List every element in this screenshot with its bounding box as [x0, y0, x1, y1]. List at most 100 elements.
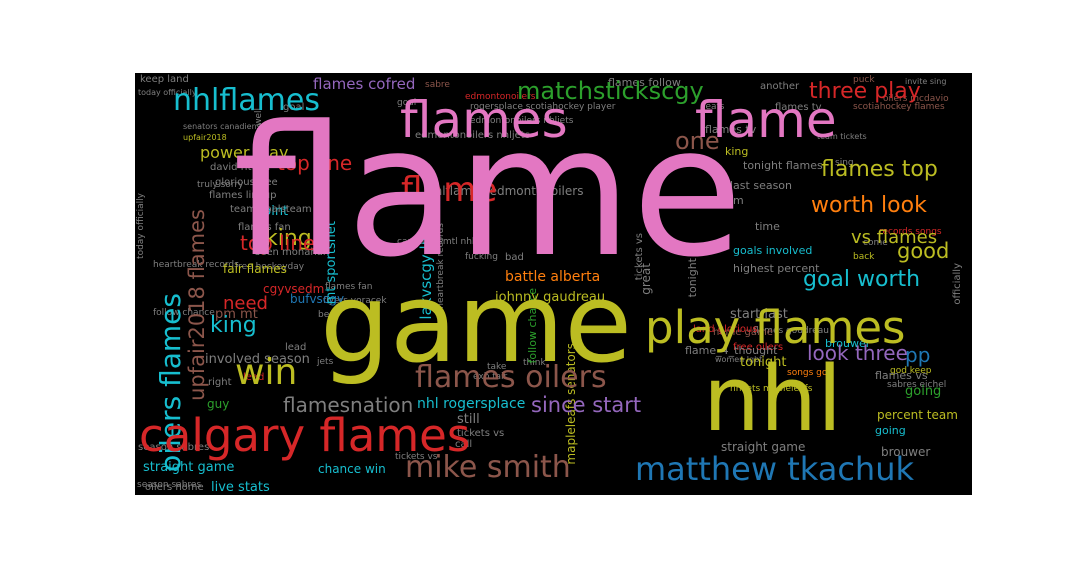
word: flamesnation — [283, 393, 414, 417]
word: calgary flames — [139, 409, 471, 462]
word: pm mt — [215, 307, 258, 322]
word: god keep — [890, 366, 932, 376]
word: senators canadiensmtl — [183, 122, 274, 131]
word: take — [487, 362, 507, 372]
word: pp — [905, 343, 931, 367]
word: im — [730, 194, 744, 207]
word: oilers mcdavio — [883, 94, 949, 104]
word: edmontonoilers — [465, 92, 536, 102]
word: lead — [285, 342, 307, 353]
word: heartbreak records — [153, 260, 239, 270]
word: straight game — [143, 460, 235, 475]
word: goal — [283, 102, 305, 113]
word: sabres eichel — [887, 380, 947, 390]
word: three play — [809, 79, 921, 104]
word: truly sorry — [197, 180, 244, 190]
word: sabre — [425, 80, 450, 90]
word: scotiahockey flames — [853, 102, 945, 112]
word: home game — [713, 327, 773, 338]
word: flames fan — [238, 222, 291, 233]
word: flames follow — [608, 76, 681, 89]
word: call — [455, 439, 473, 450]
word: leafs — [703, 102, 725, 112]
word: another — [760, 81, 800, 92]
word: bad — [505, 252, 524, 263]
word: nhlflames — [173, 83, 320, 118]
word: flame — [233, 88, 743, 297]
word: follow chance — [153, 308, 215, 318]
word: vs flames — [851, 227, 938, 248]
word: team goalsteam — [230, 204, 312, 215]
word: flames tv — [705, 123, 757, 136]
word: upfair2018 flames — [185, 209, 209, 401]
word: game — [320, 259, 633, 387]
word: point — [255, 204, 289, 219]
word: matchstickscgy — [517, 77, 704, 105]
word: team tickets — [817, 132, 867, 141]
word: flame — [401, 170, 498, 210]
word: johnny gaudreau — [495, 290, 606, 305]
word: tickets vs — [395, 452, 438, 462]
word: tonight — [740, 355, 787, 370]
word: battle alberta — [505, 269, 601, 285]
word: flyers voracek — [323, 296, 387, 306]
word: look three — [807, 341, 908, 365]
word: live stats — [211, 480, 270, 495]
word: flames tv — [775, 102, 822, 113]
word: canadiensmtl nhl — [397, 237, 475, 247]
word: edmontonoilers nhljets — [470, 116, 574, 126]
word: king — [265, 226, 312, 251]
word: back — [853, 252, 875, 262]
word: tickets vs — [457, 428, 505, 439]
word: need — [223, 293, 268, 314]
word: goals involved — [733, 244, 813, 257]
word: win — [235, 352, 298, 393]
word: goal — [397, 98, 417, 108]
word: right — [208, 377, 232, 388]
word: chance win — [318, 462, 386, 476]
word: today officially — [138, 88, 197, 97]
word: flames cofred — [313, 75, 416, 93]
word: flames lineup — [209, 190, 277, 201]
word: nhlflames edmontonoilers — [427, 184, 584, 198]
word: flames fan — [325, 282, 373, 292]
word: tonight flames — [743, 159, 823, 172]
word: flame_4_thought — [685, 344, 778, 357]
word: edmontonoilers nhljets — [415, 130, 530, 141]
word: play flames — [645, 301, 906, 354]
word: land glorious — [693, 324, 758, 335]
word: david rittich — [210, 162, 271, 173]
word: brouwer — [825, 337, 871, 350]
word: free oilers — [733, 342, 784, 353]
word: bufvscgy — [290, 292, 345, 306]
word: straight game — [721, 440, 806, 454]
word: nhl — [703, 347, 843, 452]
word: rogersplace scotiahockey player — [470, 102, 616, 112]
word: flames vs — [875, 369, 928, 382]
word: since start — [531, 393, 642, 417]
word: start last — [730, 307, 788, 322]
word: going — [875, 424, 906, 437]
word: percent team — [877, 408, 958, 422]
word: today officially — [136, 193, 146, 259]
word: exb fair — [473, 372, 508, 382]
word: come — [863, 238, 888, 248]
word: power play — [200, 143, 289, 162]
word: king — [210, 313, 257, 338]
word: worth look — [811, 193, 927, 218]
word: best — [318, 310, 338, 320]
word: season sabres — [137, 480, 202, 490]
word: women lgbt — [715, 355, 763, 364]
word: invite sing — [905, 77, 947, 86]
word: keep land — [140, 74, 189, 85]
word: upfair2018 — [183, 133, 227, 142]
word: puck — [853, 75, 875, 85]
word: jets — [317, 357, 334, 367]
word: good — [897, 239, 950, 263]
word: guy — [207, 397, 230, 411]
word: brouwer — [881, 445, 931, 459]
word: last season — [730, 179, 793, 192]
word: one — [675, 127, 720, 155]
word: sing — [835, 158, 854, 168]
word: top line — [240, 231, 316, 255]
